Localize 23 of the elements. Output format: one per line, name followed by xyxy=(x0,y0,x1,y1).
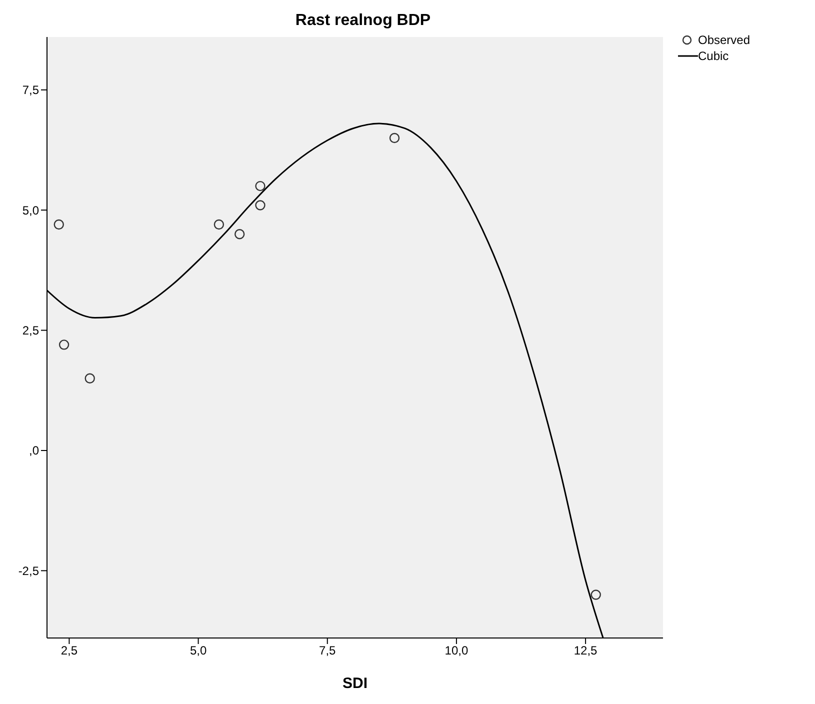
x-axis-title: SDI xyxy=(342,675,368,692)
point xyxy=(590,590,601,600)
y-tick-label: -2,5 xyxy=(18,564,40,578)
legend-label: Observed xyxy=(698,33,750,47)
y-tick-label: 7,5 xyxy=(22,83,40,98)
x-tick-label: 2,5 xyxy=(60,644,78,658)
chart-title: Rast realnog BDP xyxy=(294,12,432,30)
point xyxy=(234,229,245,240)
y-tick-label: 5,0 xyxy=(22,203,40,218)
x-tick-label: 10,0 xyxy=(444,644,468,658)
legend-label: Cubic xyxy=(698,49,729,63)
y-tick-label: 2,5 xyxy=(22,324,40,338)
point xyxy=(54,219,64,230)
point xyxy=(389,132,400,144)
x-tick-label: 7,5 xyxy=(319,644,336,658)
point xyxy=(84,373,95,384)
x-tick-label: 12,5 xyxy=(574,644,598,658)
point xyxy=(214,219,224,230)
y-tick-label: ,0 xyxy=(28,444,40,458)
x-tick-label: 5,0 xyxy=(190,644,207,658)
point xyxy=(255,180,266,192)
point xyxy=(58,340,70,350)
point xyxy=(255,200,266,210)
